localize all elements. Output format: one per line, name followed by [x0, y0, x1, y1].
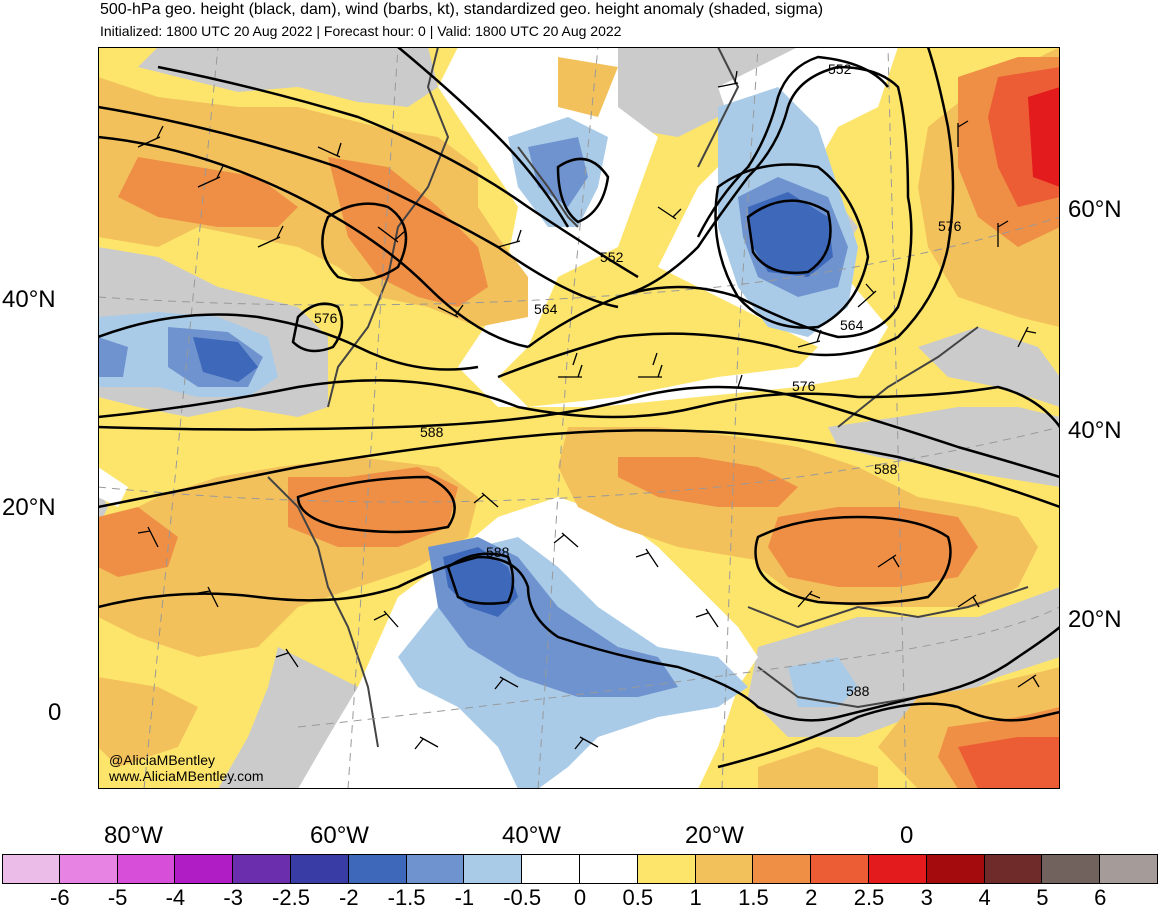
colorbar-label: -1 [454, 885, 475, 910]
contour-label: 588 [420, 424, 444, 440]
lon-label: 60°W [310, 822, 369, 849]
colorbar-label: 0 [573, 885, 587, 910]
colorbar-label: 1.5 [738, 885, 769, 910]
colorbar-label: -6 [50, 885, 70, 910]
graticule [98, 47, 1060, 789]
colorbar-label: 1 [689, 885, 702, 910]
colorbar-label: -1.5 [387, 885, 426, 910]
colorbar-label: -5 [107, 885, 128, 910]
contour-label: 576 [938, 218, 962, 234]
colorbar-label: 0.5 [622, 885, 654, 910]
map-frame [98, 47, 1060, 789]
contour-label: 588 [486, 544, 510, 560]
lon-label: 80°W [104, 822, 163, 849]
lon-label: 20°W [685, 822, 744, 849]
contour-label: 576 [792, 378, 816, 394]
lat-label-right: 20°N [1068, 606, 1122, 633]
colorbar-swatch [175, 854, 234, 884]
colorbar-swatch [753, 854, 812, 884]
colorbar-swatch [984, 854, 1043, 884]
anomaly-plus-2 [958, 67, 1060, 789]
colorbar-swatch [1042, 854, 1101, 884]
contour-label: 576 [314, 310, 338, 326]
colorbar-swatch [695, 854, 754, 884]
colorbar-label: -3 [223, 885, 243, 910]
colorbar-swatch [291, 854, 349, 884]
colorbar-label: 4 [978, 885, 991, 910]
colorbar-swatch [811, 854, 869, 884]
lat-label-left: 40°N [2, 286, 56, 313]
colorbar-label: -2 [339, 885, 359, 910]
lat-label-left: 20°N [2, 494, 56, 521]
colorbar-swatch [59, 854, 118, 884]
anomaly-negative [98, 87, 858, 789]
colorbar-label: 2 [805, 885, 818, 910]
colorbar-swatch [1100, 854, 1158, 884]
colorbar-swatch [926, 854, 985, 884]
contour-label: 552 [828, 61, 852, 77]
wind-barbs [137, 70, 1040, 750]
colorbar-label: 5 [1036, 885, 1049, 910]
credit-handle: @AliciaMBentley [109, 752, 216, 768]
contour-label: 588 [874, 461, 898, 477]
lon-label: 0 [900, 822, 914, 849]
contour-label: 552 [600, 249, 624, 265]
colorbar-swatch [580, 854, 638, 884]
lat-label-right: 40°N [1068, 417, 1122, 444]
colorbar-label: 6 [1094, 885, 1107, 910]
colorbar-swatch [406, 854, 465, 884]
colorbar-swatch [522, 854, 580, 884]
contour-label: 588 [846, 683, 870, 699]
colorbar-swatch [117, 854, 176, 884]
credit-website: www.AliciaMBentley.com [109, 768, 264, 784]
weather-map: 552 552 564 564 576 576 576 588 588 588 … [98, 47, 1060, 789]
colorbar-label: -0.5 [503, 885, 542, 910]
colorbar-swatch [2, 854, 60, 884]
height-contours [98, 47, 1060, 769]
coastlines [267, 47, 1029, 748]
lon-label: 40°W [502, 822, 561, 849]
lat-label-left: 0 [48, 699, 62, 726]
contour-label: 564 [534, 301, 558, 317]
lat-label-right: 60°N [1068, 196, 1122, 223]
contour-labels: 552 552 564 564 576 576 576 588 588 588 … [314, 61, 962, 699]
colorbar-swatch [348, 854, 407, 884]
colorbar-label: 2.5 [853, 885, 885, 910]
colorbar-label: 3 [920, 885, 933, 910]
colorbar-swatch [233, 854, 291, 884]
contour-label: 564 [840, 317, 864, 333]
colorbar-label: -4 [165, 885, 186, 910]
colorbar-swatch [869, 854, 927, 884]
map-subtitle: Initialized: 1800 UTC 20 Aug 2022 | Fore… [100, 23, 622, 39]
map-title: 500-hPa geo. height (black, dam), wind (… [100, 1, 824, 18]
colorbar-label: -2.5 [272, 885, 310, 910]
colorbar-swatch [464, 854, 523, 884]
colorbar-swatch [637, 854, 696, 884]
